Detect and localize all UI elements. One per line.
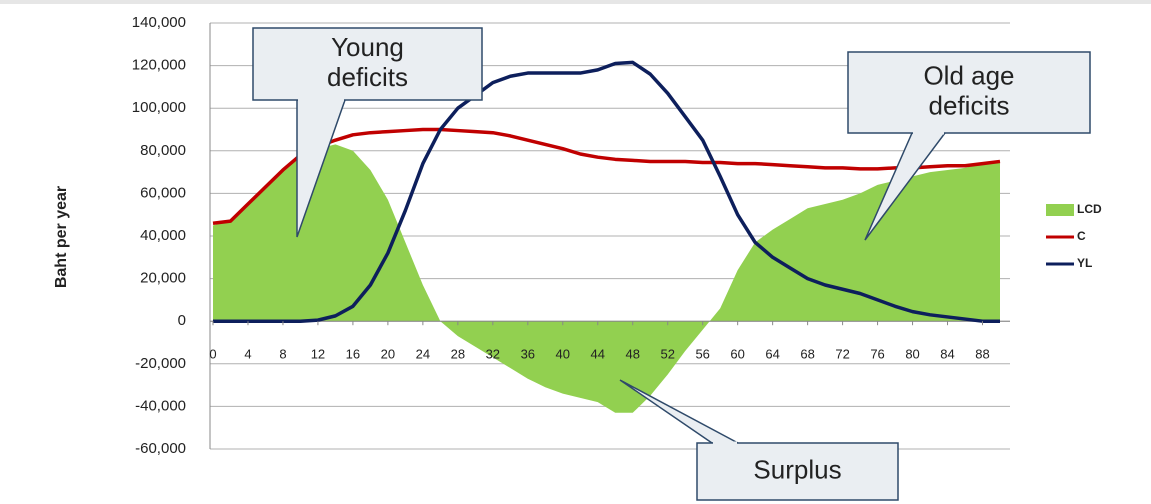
x-tick-label: 8 xyxy=(279,347,286,362)
callout-text: Young xyxy=(331,32,404,62)
y-tick-label: 100,000 xyxy=(132,99,186,116)
x-tick-label: 24 xyxy=(416,347,430,362)
x-tick-label: 48 xyxy=(625,347,639,362)
y-tick-label: 120,000 xyxy=(132,57,186,74)
callout-box xyxy=(847,51,1091,134)
legend-swatch xyxy=(1046,204,1074,216)
x-tick-label: 52 xyxy=(660,347,674,362)
x-tick-label: 80 xyxy=(905,347,919,362)
x-tick-label: 72 xyxy=(835,347,849,362)
x-tick-label: 84 xyxy=(940,347,954,362)
x-tick-label: 64 xyxy=(765,347,779,362)
y-tick-label: 20,000 xyxy=(140,270,186,287)
x-tick-label: 44 xyxy=(591,347,605,362)
y-tick-label: 0 xyxy=(178,312,186,329)
callout-text: deficits xyxy=(327,62,408,92)
legend-label: YL xyxy=(1077,256,1092,270)
callout-pointer xyxy=(619,379,739,444)
y-axis-title: Baht per year xyxy=(53,186,70,288)
callout-text: deficits xyxy=(929,90,1010,120)
x-tick-label: 16 xyxy=(346,347,360,362)
x-tick-label: 32 xyxy=(486,347,500,362)
x-tick-label: 4 xyxy=(244,347,251,362)
y-tick-label: -60,000 xyxy=(135,440,186,457)
frame-top xyxy=(0,0,1151,4)
y-tick-label: -40,000 xyxy=(135,397,186,414)
legend-label: C xyxy=(1077,229,1086,243)
callout-box xyxy=(252,27,483,101)
y-tick-label: 40,000 xyxy=(140,227,186,244)
y-tick-label: 60,000 xyxy=(140,184,186,201)
x-tick-label: 36 xyxy=(521,347,535,362)
x-tick-label: 20 xyxy=(381,347,395,362)
line xyxy=(212,127,1001,225)
legend-label: LCD xyxy=(1077,202,1102,216)
callout-box xyxy=(696,442,899,501)
x-tick-label: 12 xyxy=(311,347,325,362)
x-tick-label: 68 xyxy=(800,347,814,362)
x-tick-label: 76 xyxy=(870,347,884,362)
y-tick-label: 140,000 xyxy=(132,14,186,31)
callout-text: Surplus xyxy=(753,454,841,484)
y-tick-label: -20,000 xyxy=(135,355,186,372)
line xyxy=(213,60,1000,323)
x-tick-label: 88 xyxy=(975,347,989,362)
x-tick-label: 60 xyxy=(730,347,744,362)
x-tick-label: 0 xyxy=(209,347,216,362)
x-tick-label: 28 xyxy=(451,347,465,362)
x-tick-label: 40 xyxy=(556,347,570,362)
callout-text: Old age xyxy=(923,60,1014,90)
y-tick-label: 80,000 xyxy=(140,142,186,159)
x-tick-label: 56 xyxy=(695,347,709,362)
area xyxy=(213,144,1000,413)
